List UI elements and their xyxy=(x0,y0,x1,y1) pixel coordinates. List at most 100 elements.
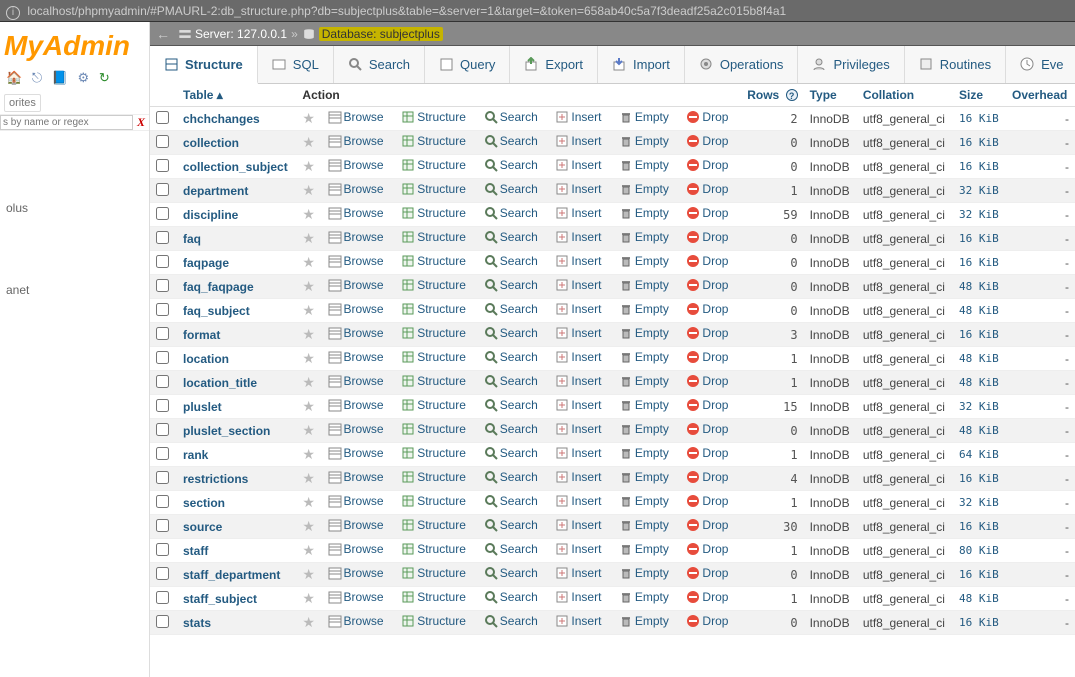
col-type[interactable]: Type xyxy=(804,84,857,107)
search-action[interactable]: Search xyxy=(484,230,538,244)
browse-action[interactable]: Browse xyxy=(328,470,384,484)
table-name-link[interactable]: location_title xyxy=(183,376,257,390)
browse-action[interactable]: Browse xyxy=(328,134,384,148)
home-icon[interactable]: 🏠 xyxy=(6,70,22,85)
browse-action[interactable]: Browse xyxy=(328,326,384,340)
empty-action[interactable]: Empty xyxy=(619,446,669,460)
row-checkbox[interactable] xyxy=(156,135,169,148)
row-checkbox[interactable] xyxy=(156,423,169,436)
search-action[interactable]: Search xyxy=(484,542,538,556)
tab-export[interactable]: Export xyxy=(510,46,598,83)
empty-action[interactable]: Empty xyxy=(619,302,669,316)
row-checkbox[interactable] xyxy=(156,591,169,604)
search-action[interactable]: Search xyxy=(484,158,538,172)
structure-action[interactable]: Structure xyxy=(401,470,466,484)
drop-action[interactable]: Drop xyxy=(686,182,728,196)
row-checkbox[interactable] xyxy=(156,519,169,532)
table-name-link[interactable]: pluslet_section xyxy=(183,424,270,438)
drop-action[interactable]: Drop xyxy=(686,566,728,580)
favorite-star-icon[interactable]: ★ xyxy=(302,302,315,318)
search-action[interactable]: Search xyxy=(484,206,538,220)
col-rows[interactable]: Rows ? xyxy=(740,84,804,107)
search-action[interactable]: Search xyxy=(484,134,538,148)
favorite-star-icon[interactable]: ★ xyxy=(302,398,315,414)
table-name-link[interactable]: staff_subject xyxy=(183,592,257,606)
structure-action[interactable]: Structure xyxy=(401,590,466,604)
browse-action[interactable]: Browse xyxy=(328,302,384,316)
structure-action[interactable]: Structure xyxy=(401,422,466,436)
favorite-star-icon[interactable]: ★ xyxy=(302,350,315,366)
insert-action[interactable]: Insert xyxy=(555,326,601,340)
favorite-star-icon[interactable]: ★ xyxy=(302,134,315,150)
search-action[interactable]: Search xyxy=(484,110,538,124)
empty-action[interactable]: Empty xyxy=(619,182,669,196)
browse-action[interactable]: Browse xyxy=(328,614,384,628)
empty-action[interactable]: Empty xyxy=(619,518,669,532)
empty-action[interactable]: Empty xyxy=(619,206,669,220)
table-name-link[interactable]: rank xyxy=(183,448,208,462)
search-action[interactable]: Search xyxy=(484,446,538,460)
structure-action[interactable]: Structure xyxy=(401,254,466,268)
table-name-link[interactable]: format xyxy=(183,328,220,342)
structure-action[interactable]: Structure xyxy=(401,110,466,124)
browse-action[interactable]: Browse xyxy=(328,110,384,124)
row-checkbox[interactable] xyxy=(156,375,169,388)
col-table[interactable]: Table ▴ xyxy=(177,84,296,107)
search-action[interactable]: Search xyxy=(484,590,538,604)
table-name-link[interactable]: faq_subject xyxy=(183,304,250,318)
favorite-star-icon[interactable]: ★ xyxy=(302,494,315,510)
insert-action[interactable]: Insert xyxy=(555,158,601,172)
structure-action[interactable]: Structure xyxy=(401,302,466,316)
drop-action[interactable]: Drop xyxy=(686,518,728,532)
insert-action[interactable]: Insert xyxy=(555,398,601,412)
table-name-link[interactable]: faqpage xyxy=(183,256,229,270)
tab-sql[interactable]: SQL xyxy=(258,46,334,83)
drop-action[interactable]: Drop xyxy=(686,326,728,340)
table-name-link[interactable]: pluslet xyxy=(183,400,222,414)
drop-action[interactable]: Drop xyxy=(686,614,728,628)
favorite-star-icon[interactable]: ★ xyxy=(302,374,315,390)
browse-action[interactable]: Browse xyxy=(328,494,384,508)
search-action[interactable]: Search xyxy=(484,614,538,628)
table-name-link[interactable]: staff_department xyxy=(183,568,280,582)
empty-action[interactable]: Empty xyxy=(619,542,669,556)
search-action[interactable]: Search xyxy=(484,302,538,316)
structure-action[interactable]: Structure xyxy=(401,614,466,628)
table-name-link[interactable]: collection xyxy=(183,136,239,150)
favorite-star-icon[interactable]: ★ xyxy=(302,614,315,630)
drop-action[interactable]: Drop xyxy=(686,206,728,220)
table-name-link[interactable]: faq xyxy=(183,232,201,246)
row-checkbox[interactable] xyxy=(156,255,169,268)
favorite-star-icon[interactable]: ★ xyxy=(302,206,315,222)
tab-search[interactable]: Search xyxy=(334,46,425,83)
table-name-link[interactable]: restrictions xyxy=(183,472,248,486)
col-overhead[interactable]: Overhead xyxy=(1006,84,1075,107)
favorite-star-icon[interactable]: ★ xyxy=(302,230,315,246)
insert-action[interactable]: Insert xyxy=(555,374,601,388)
browse-action[interactable]: Browse xyxy=(328,278,384,292)
table-name-link[interactable]: source xyxy=(183,520,222,534)
logout-icon[interactable]: ⎋ xyxy=(32,70,42,85)
tab-query[interactable]: Query xyxy=(425,46,510,83)
reload-icon[interactable]: ↻ xyxy=(99,70,110,85)
favorite-star-icon[interactable]: ★ xyxy=(302,470,315,486)
insert-action[interactable]: Insert xyxy=(555,206,601,220)
insert-action[interactable]: Insert xyxy=(555,422,601,436)
structure-action[interactable]: Structure xyxy=(401,350,466,364)
table-name-link[interactable]: staff xyxy=(183,544,208,558)
empty-action[interactable]: Empty xyxy=(619,494,669,508)
row-checkbox[interactable] xyxy=(156,351,169,364)
insert-action[interactable]: Insert xyxy=(555,446,601,460)
drop-action[interactable]: Drop xyxy=(686,110,728,124)
drop-action[interactable]: Drop xyxy=(686,422,728,436)
row-checkbox[interactable] xyxy=(156,183,169,196)
drop-action[interactable]: Drop xyxy=(686,230,728,244)
structure-action[interactable]: Structure xyxy=(401,326,466,340)
table-name-link[interactable]: section xyxy=(183,496,225,510)
nav-tree-item[interactable]: anet xyxy=(4,279,145,301)
tab-structure[interactable]: Structure xyxy=(150,46,258,84)
browse-action[interactable]: Browse xyxy=(328,518,384,532)
docs-icon[interactable]: 📘 xyxy=(52,70,68,85)
favorite-star-icon[interactable]: ★ xyxy=(302,254,315,270)
insert-action[interactable]: Insert xyxy=(555,182,601,196)
